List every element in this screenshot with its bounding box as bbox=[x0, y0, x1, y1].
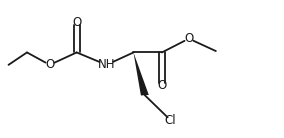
Polygon shape bbox=[133, 52, 149, 95]
Text: Cl: Cl bbox=[165, 114, 176, 127]
Text: O: O bbox=[184, 32, 193, 45]
Text: O: O bbox=[45, 58, 54, 71]
Text: NH: NH bbox=[98, 58, 115, 71]
Text: O: O bbox=[157, 79, 166, 92]
Text: O: O bbox=[72, 16, 81, 29]
